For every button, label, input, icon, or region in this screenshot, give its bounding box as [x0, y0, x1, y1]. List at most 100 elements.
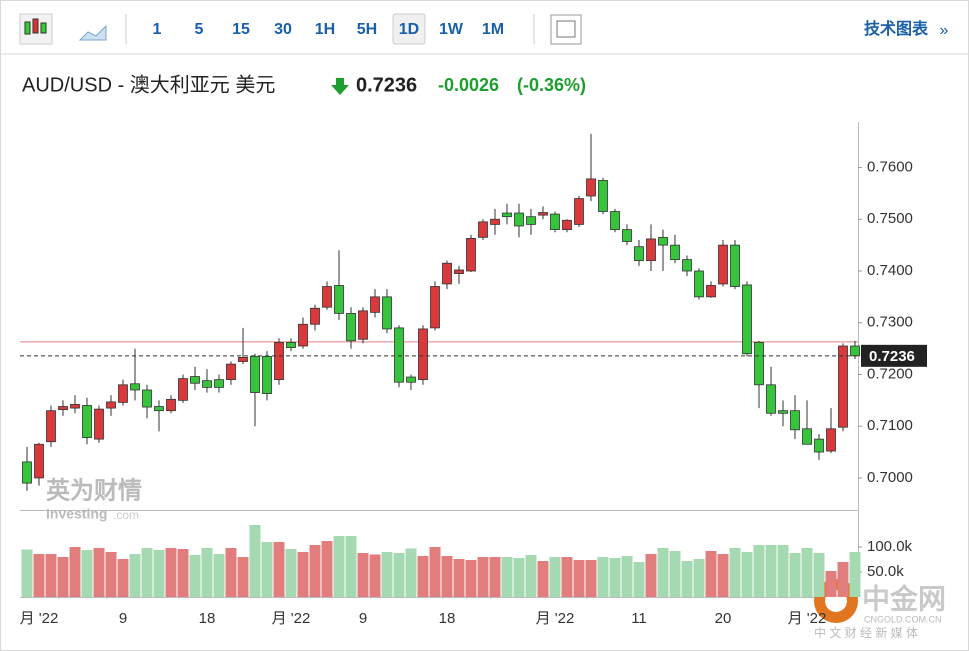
candle-body: [262, 355, 272, 394]
interval-button[interactable]: 5: [195, 21, 204, 38]
volume-bar: [177, 549, 189, 597]
watermark-en: Investing: [46, 506, 107, 522]
candle-body: [718, 244, 728, 285]
candle-body: [130, 383, 140, 391]
candle-body: [214, 379, 224, 388]
candle-body: [694, 270, 704, 298]
interval-button[interactable]: 1: [153, 21, 162, 38]
volume-bar: [549, 557, 561, 597]
candle-body: [826, 428, 836, 452]
y-tick-label: 0.7000: [867, 469, 913, 486]
volume-bar: [201, 548, 213, 597]
volume-bar: [561, 557, 573, 597]
candle-body: [838, 345, 848, 428]
volume-bar: [453, 559, 465, 597]
candle-body: [850, 345, 860, 357]
price-change-pct: (-0.36%): [517, 75, 586, 95]
volume-bar: [69, 547, 81, 597]
icon-part: [556, 20, 576, 38]
candle-body: [526, 216, 536, 225]
candle-body: [310, 307, 320, 325]
volume-bar: [105, 552, 117, 597]
interval-button[interactable]: 1H: [315, 21, 335, 38]
x-tick-label: 月 '22: [20, 610, 59, 627]
candle-body: [646, 238, 656, 262]
candle-body: [430, 286, 440, 329]
active-interval: [392, 13, 426, 45]
y-tick-label: 0.7300: [867, 314, 913, 331]
volume-bar: [273, 542, 285, 597]
y-tick-label: 0.7100: [867, 417, 913, 434]
candle-body: [514, 212, 524, 227]
volume-bar: [669, 551, 681, 597]
y-tick-label: 0.7400: [867, 262, 913, 279]
interval-button[interactable]: 5H: [357, 21, 377, 38]
candle-body: [802, 428, 812, 445]
candle-body: [250, 355, 260, 393]
price-change: -0.0026: [438, 75, 499, 95]
volume-bar: [477, 557, 489, 597]
interval-button[interactable]: 1W: [439, 21, 464, 38]
x-tick-label: 9: [119, 610, 127, 627]
y-tick-label: 0.7200: [867, 365, 913, 382]
interval-button[interactable]: 1D: [399, 21, 419, 38]
x-tick-label: 20: [715, 610, 732, 627]
candle-body: [406, 376, 416, 383]
area-icon[interactable]: [78, 24, 107, 41]
candle-body: [766, 384, 776, 414]
logo-domain: CNGOLD.COM.CN: [864, 614, 942, 624]
interval-button[interactable]: 30: [274, 21, 292, 38]
x-tick-label: 18: [439, 610, 456, 627]
volume-bar: [501, 557, 513, 597]
link-arrow[interactable]: »: [940, 22, 949, 39]
candle-body: [370, 296, 380, 313]
volume-bar: [33, 554, 45, 597]
volume-bar: [333, 536, 345, 597]
volume-bar: [285, 549, 297, 597]
volume-bar: [417, 556, 429, 597]
candle-body: [622, 229, 632, 242]
volume-tick-label: 50.0k: [867, 563, 904, 580]
volume-bar: [621, 556, 633, 597]
y-tick-label: 0.7600: [867, 158, 913, 175]
volume-bar: [813, 553, 825, 597]
x-tick-label: 18: [199, 610, 216, 627]
volume-tick-label: 100.0k: [867, 538, 913, 555]
volume-bar: [213, 554, 225, 597]
icon-part: [40, 22, 47, 34]
volume-bar: [45, 554, 57, 597]
icon-button[interactable]: [550, 14, 582, 45]
candle-body: [298, 323, 308, 347]
candle-icon[interactable]: [19, 13, 53, 45]
instrument-title: AUD/USD - 澳大利亚元 美元: [22, 73, 275, 96]
candle-body: [238, 356, 248, 362]
logo-name: 中金网: [862, 582, 946, 614]
candle-body: [226, 363, 236, 381]
tech-chart-link[interactable]: 技术图表: [864, 19, 929, 38]
volume-bar: [321, 541, 333, 597]
layout-icon[interactable]: [550, 14, 582, 45]
volume-bar: [237, 557, 249, 597]
candle-body: [550, 213, 560, 231]
interval-button[interactable]: 1M: [482, 21, 504, 38]
candle-body: [490, 218, 500, 225]
candle-body: [178, 378, 188, 401]
volume-bar: [93, 548, 105, 597]
volume-bar: [261, 542, 273, 597]
logo-slogan: 中 文 财 经 新 媒 体: [814, 625, 918, 640]
volume-bar: [369, 554, 381, 597]
candle-body: [154, 406, 164, 412]
volume-bar: [537, 561, 549, 597]
volume-bar: [57, 557, 69, 597]
candle-body: [478, 221, 488, 238]
candle-body: [34, 443, 44, 479]
volume-bar: [693, 559, 705, 597]
candle-body: [682, 259, 692, 272]
candle-body: [418, 328, 428, 381]
interval-button[interactable]: 15: [232, 21, 250, 38]
volume-bar: [405, 548, 417, 597]
volume-bar: [585, 560, 597, 597]
volume-bar: [153, 550, 165, 597]
volume-bar: [165, 548, 177, 597]
candle-body: [58, 406, 68, 411]
